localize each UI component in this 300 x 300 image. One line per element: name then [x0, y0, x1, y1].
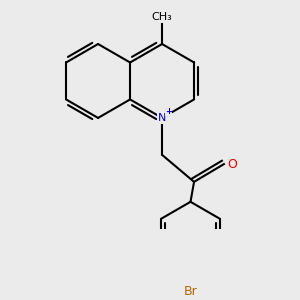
Text: Br: Br [184, 285, 197, 298]
Text: +: + [165, 107, 172, 116]
Text: CH₃: CH₃ [152, 12, 172, 22]
Text: O: O [227, 158, 237, 171]
Text: N: N [158, 113, 166, 123]
